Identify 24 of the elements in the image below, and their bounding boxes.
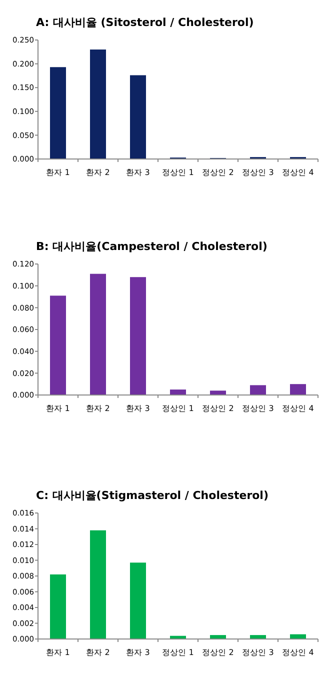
x-tick-label: 정상인 4 bbox=[282, 404, 314, 413]
x-tick-label: 환자 1 bbox=[46, 404, 70, 413]
x-tick-label: 정상인 1 bbox=[162, 648, 194, 657]
x-tick-label: 정상인 3 bbox=[242, 168, 274, 177]
x-tick-label: 환자 3 bbox=[126, 404, 150, 413]
x-tick-label: 정상인 3 bbox=[242, 648, 274, 657]
x-tick-label: 정상인 4 bbox=[282, 168, 314, 177]
x-tick-label: 정상인 3 bbox=[242, 404, 274, 413]
x-tick-label: 정상인 1 bbox=[162, 168, 194, 177]
chart-title: C: 대사비율(Stigmasterol / Cholesterol) bbox=[36, 489, 268, 502]
x-tick-label: 정상인 4 bbox=[282, 648, 314, 657]
x-tick-label: 환자 2 bbox=[86, 648, 110, 657]
x-tick-label: 환자 2 bbox=[86, 404, 110, 413]
x-tick-label: 정상인 1 bbox=[162, 404, 194, 413]
x-tick-label: 환자 2 bbox=[86, 168, 110, 177]
x-tick-label: 정상인 2 bbox=[202, 168, 234, 177]
chart-title: B: 대사비율(Campesterol / Cholesterol) bbox=[36, 240, 268, 253]
x-tick-label: 환자 3 bbox=[126, 168, 150, 177]
x-tick-label: 환자 3 bbox=[126, 648, 150, 657]
chart-title: A: 대사비율 (Sitosterol / Cholesterol) bbox=[36, 16, 254, 29]
x-tick-label: 정상인 2 bbox=[202, 648, 234, 657]
x-tick-label: 환자 1 bbox=[46, 648, 70, 657]
x-tick-label: 정상인 2 bbox=[202, 404, 234, 413]
x-tick-label: 환자 1 bbox=[46, 168, 70, 177]
